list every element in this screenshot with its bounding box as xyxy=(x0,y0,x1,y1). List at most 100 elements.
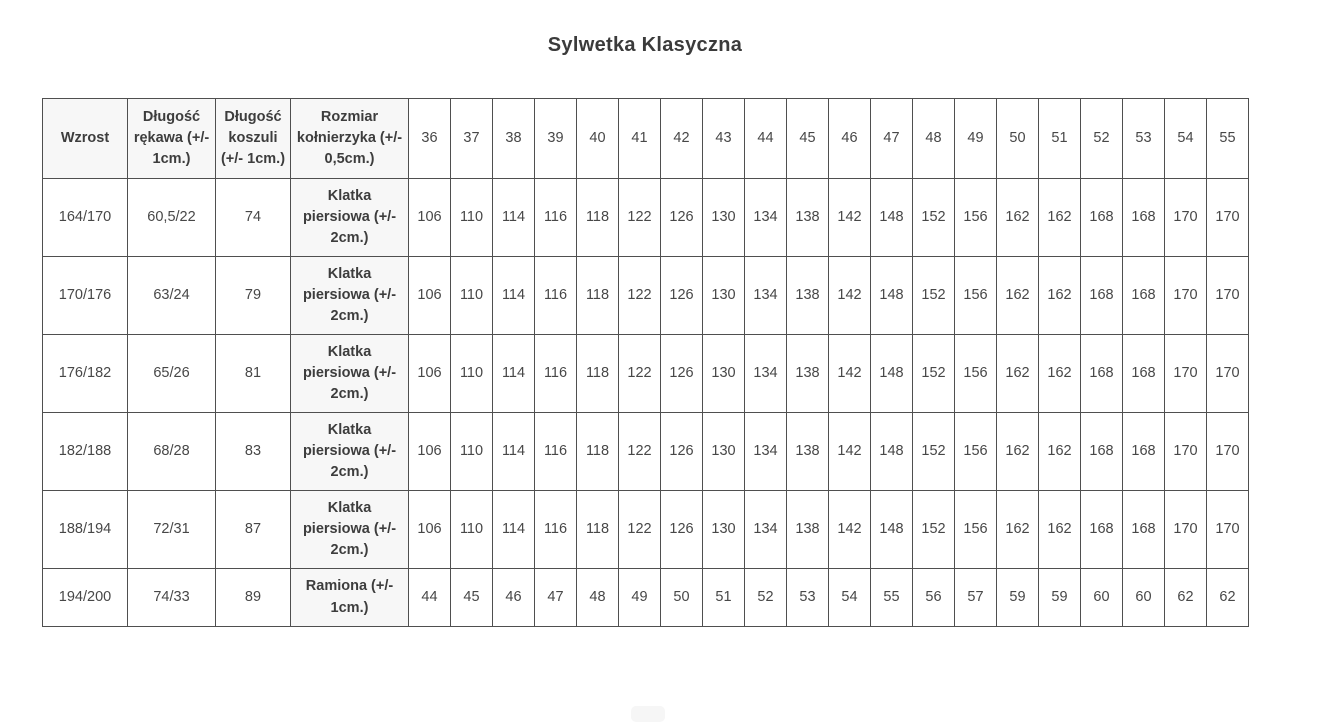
cell-wzrost: 182/188 xyxy=(42,412,128,491)
col-header-size: 40 xyxy=(576,98,619,179)
partial-button[interactable] xyxy=(631,706,665,722)
cell-measure-type: Ramiona (+/- 1cm.) xyxy=(290,568,409,627)
cell-size-value: 122 xyxy=(618,256,661,335)
cell-size-value: 170 xyxy=(1164,490,1207,569)
cell-size-value: 116 xyxy=(534,412,577,491)
cell-size-value: 106 xyxy=(408,256,451,335)
cell-size-value: 116 xyxy=(534,178,577,257)
cell-size-value: 122 xyxy=(618,490,661,569)
page-title: Sylwetka Klasyczna xyxy=(547,34,743,56)
cell-size-value: 170 xyxy=(1206,256,1249,335)
cell-measure-type: Klatka piersiowa (+/- 2cm.) xyxy=(290,178,409,257)
col-header-size: 37 xyxy=(450,98,493,179)
cell-size-value: 168 xyxy=(1080,256,1123,335)
table-row: 182/188 68/28 83 Klatka piersiowa (+/- 2cm.… xyxy=(42,412,1249,491)
col-header-size: 45 xyxy=(786,98,829,179)
cell-size-value: 152 xyxy=(912,412,955,491)
cell-shirt-length: 74 xyxy=(215,178,291,257)
cell-size-value: 56 xyxy=(912,568,955,627)
cell-size-value: 134 xyxy=(744,256,787,335)
cell-size-value: 110 xyxy=(450,256,493,335)
col-header-size: 48 xyxy=(912,98,955,179)
cell-size-value: 50 xyxy=(660,568,703,627)
cell-size-value: 49 xyxy=(618,568,661,627)
cell-size-value: 168 xyxy=(1122,334,1165,413)
cell-size-value: 142 xyxy=(828,412,871,491)
col-header-size: 51 xyxy=(1038,98,1081,179)
col-header-size: 43 xyxy=(702,98,745,179)
cell-size-value: 168 xyxy=(1122,256,1165,335)
cell-wzrost: 170/176 xyxy=(42,256,128,335)
cell-size-value: 170 xyxy=(1164,256,1207,335)
cell-size-value: 122 xyxy=(618,412,661,491)
table-row: 176/182 65/26 81 Klatka piersiowa (+/- 2cm.… xyxy=(42,334,1249,413)
cell-size-value: 156 xyxy=(954,490,997,569)
cell-shirt-length: 89 xyxy=(215,568,291,627)
cell-size-value: 170 xyxy=(1206,178,1249,257)
cell-wzrost: 164/170 xyxy=(42,178,128,257)
cell-size-value: 168 xyxy=(1122,490,1165,569)
cell-size-value: 46 xyxy=(492,568,535,627)
col-header-wzrost: Wzrost xyxy=(42,98,128,179)
cell-size-value: 59 xyxy=(1038,568,1081,627)
cell-size-value: 114 xyxy=(492,178,535,257)
cell-size-value: 168 xyxy=(1080,412,1123,491)
cell-size-value: 126 xyxy=(660,334,703,413)
cell-sleeve-length: 65/26 xyxy=(127,334,216,413)
cell-size-value: 134 xyxy=(744,490,787,569)
col-header-size: 47 xyxy=(870,98,913,179)
size-table: Wzrost Długość rękawa (+/- 1cm.) Długość… xyxy=(42,98,1249,627)
cell-size-value: 134 xyxy=(744,178,787,257)
cell-size-value: 156 xyxy=(954,412,997,491)
cell-size-value: 148 xyxy=(870,178,913,257)
cell-size-value: 116 xyxy=(534,334,577,413)
cell-size-value: 162 xyxy=(1038,490,1081,569)
cell-size-value: 62 xyxy=(1206,568,1249,627)
cell-size-value: 118 xyxy=(576,412,619,491)
cell-size-value: 162 xyxy=(1038,412,1081,491)
cell-size-value: 148 xyxy=(870,334,913,413)
cell-size-value: 110 xyxy=(450,178,493,257)
cell-size-value: 142 xyxy=(828,178,871,257)
cell-shirt-length: 81 xyxy=(215,334,291,413)
cell-size-value: 59 xyxy=(996,568,1039,627)
cell-size-value: 152 xyxy=(912,178,955,257)
cell-size-value: 168 xyxy=(1080,178,1123,257)
cell-size-value: 152 xyxy=(912,334,955,413)
cell-size-value: 122 xyxy=(618,334,661,413)
cell-size-value: 126 xyxy=(660,178,703,257)
cell-size-value: 118 xyxy=(576,256,619,335)
cell-size-value: 48 xyxy=(576,568,619,627)
cell-size-value: 138 xyxy=(786,256,829,335)
cell-sleeve-length: 72/31 xyxy=(127,490,216,569)
cell-size-value: 170 xyxy=(1164,178,1207,257)
cell-size-value: 47 xyxy=(534,568,577,627)
cell-size-value: 118 xyxy=(576,178,619,257)
cell-measure-type: Klatka piersiowa (+/- 2cm.) xyxy=(290,412,409,491)
cell-size-value: 52 xyxy=(744,568,787,627)
cell-size-value: 118 xyxy=(576,490,619,569)
cell-size-value: 148 xyxy=(870,490,913,569)
cell-size-value: 156 xyxy=(954,334,997,413)
cell-size-value: 126 xyxy=(660,256,703,335)
cell-size-value: 110 xyxy=(450,490,493,569)
cell-size-value: 170 xyxy=(1164,334,1207,413)
cell-size-value: 106 xyxy=(408,334,451,413)
col-header-size: 46 xyxy=(828,98,871,179)
cell-size-value: 106 xyxy=(408,178,451,257)
cell-wzrost: 188/194 xyxy=(42,490,128,569)
col-header-size: 38 xyxy=(492,98,535,179)
table-row: 170/176 63/24 79 Klatka piersiowa (+/- 2cm.… xyxy=(42,256,1249,335)
cell-size-value: 156 xyxy=(954,256,997,335)
cell-size-value: 130 xyxy=(702,256,745,335)
cell-size-value: 54 xyxy=(828,568,871,627)
cell-size-value: 138 xyxy=(786,334,829,413)
cell-size-value: 148 xyxy=(870,412,913,491)
col-header-size: 44 xyxy=(744,98,787,179)
cell-size-value: 106 xyxy=(408,490,451,569)
table-row: 194/200 74/33 89 Ramiona (+/- 1cm.) 44 45 46 47… xyxy=(42,568,1249,627)
cell-size-value: 44 xyxy=(408,568,451,627)
col-header-size: 52 xyxy=(1080,98,1123,179)
cell-size-value: 126 xyxy=(660,490,703,569)
cell-shirt-length: 87 xyxy=(215,490,291,569)
